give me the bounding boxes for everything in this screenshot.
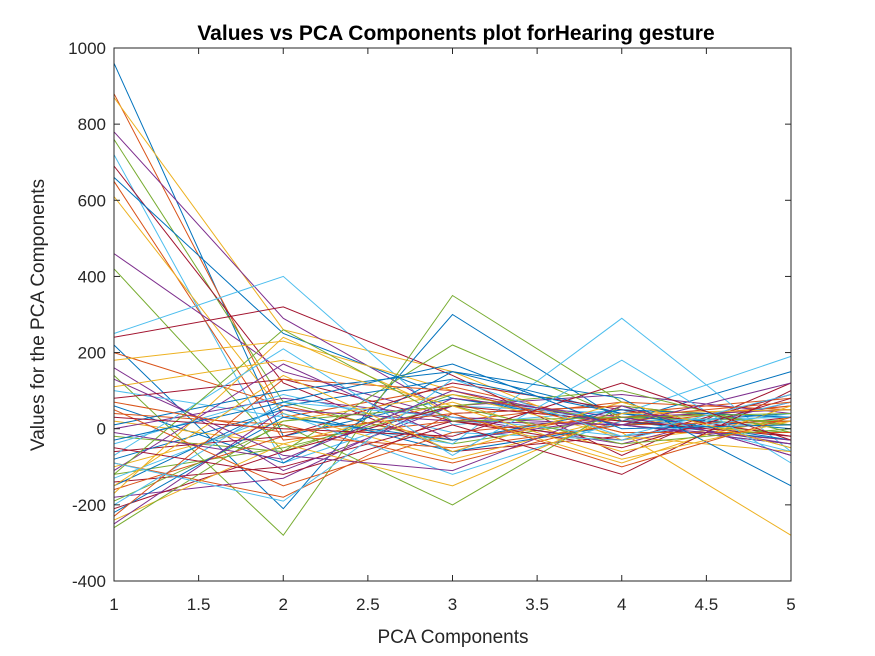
series-line-60 — [113, 382, 792, 460]
y-tick-label-2: -200 — [72, 496, 106, 515]
x-tick-label-3: 2 — [279, 595, 288, 614]
series-line-57 — [113, 363, 792, 441]
series-line-37 — [113, 420, 792, 491]
y-tick-label-4: 200 — [78, 344, 106, 363]
series-line-41 — [113, 401, 792, 506]
y-axis-label: Values for the PCA Components — [28, 179, 49, 451]
series-line-55 — [113, 378, 792, 502]
y-tick-label-6: 600 — [78, 191, 106, 210]
x-tick-label-1: 1 — [109, 595, 118, 614]
series-line-52 — [113, 359, 792, 460]
series-line-48 — [113, 348, 792, 464]
x-axis-label: PCA Components — [377, 627, 528, 648]
x-tick-label-5: 3 — [448, 595, 457, 614]
series-line-51 — [113, 401, 792, 487]
chart-title: Values vs PCA Components plot forHearing… — [197, 22, 714, 45]
x-tick-label-9: 5 — [786, 595, 795, 614]
x-tick-label-7: 4 — [617, 595, 626, 614]
series-line-59 — [113, 374, 792, 487]
y-tick-label-7: 800 — [78, 115, 106, 134]
series-layer — [113, 62, 792, 537]
y-tick-label-3: 0 — [97, 420, 106, 439]
y-tick-label-1: -400 — [72, 572, 106, 591]
series-line-34 — [113, 412, 792, 479]
tick-layer: 1 1.5 2 2.5 3 3.5 4 4.5 5 -400 -200 0 200 400 600 800 10… — [68, 39, 796, 614]
y-tick-label-5: 400 — [78, 267, 106, 286]
series-line-54 — [113, 329, 792, 475]
x-tick-label-6: 3.5 — [525, 595, 549, 614]
series-line-58 — [113, 401, 792, 468]
series-line-28 — [113, 382, 792, 453]
x-tick-label-8: 4.5 — [695, 595, 719, 614]
y-tick-label-8: 1000 — [68, 39, 106, 58]
series-line-56 — [113, 382, 792, 441]
x-tick-label-2: 1.5 — [187, 595, 211, 614]
x-tick-label-4: 2.5 — [356, 595, 380, 614]
